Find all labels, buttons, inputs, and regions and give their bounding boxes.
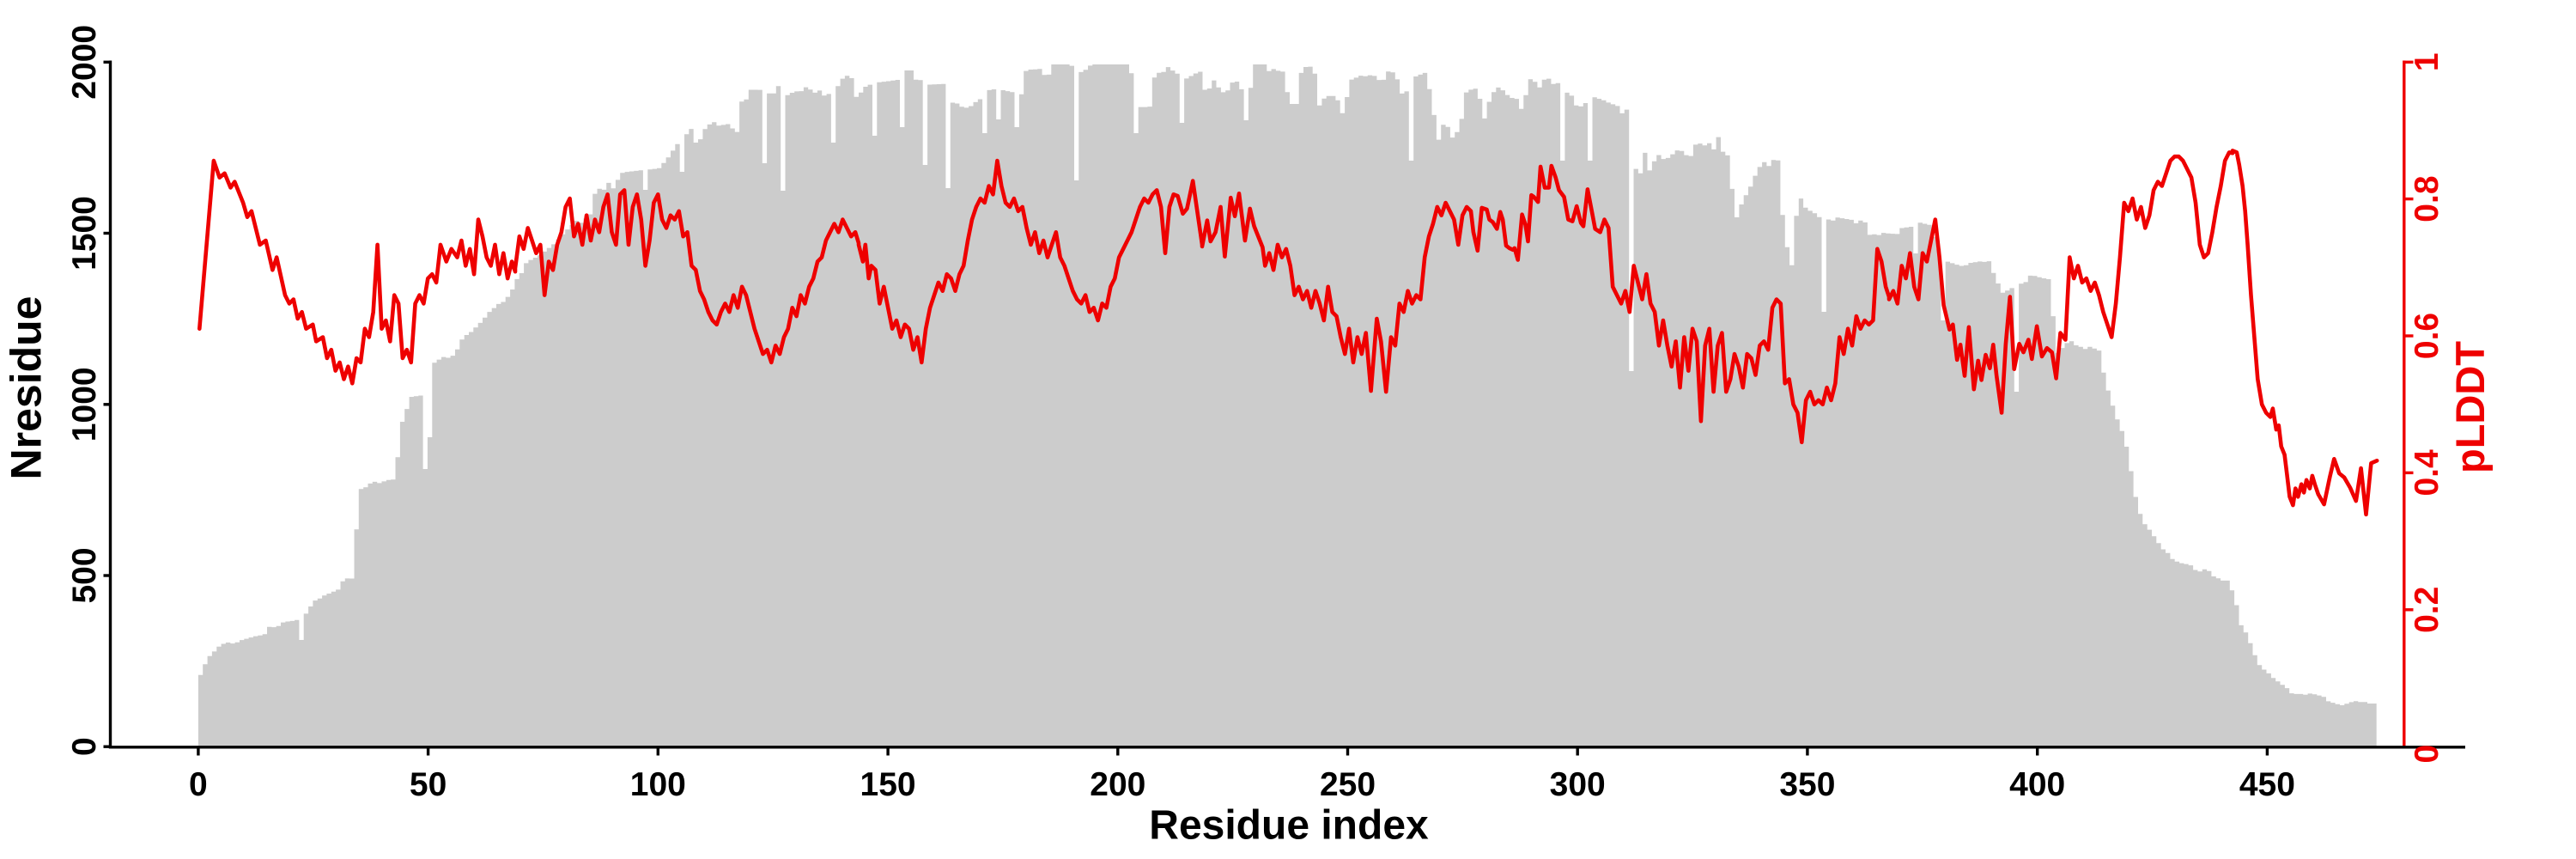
svg-text:350: 350 [1779, 766, 1835, 803]
svg-text:Residue index: Residue index [1149, 803, 1429, 849]
svg-text:0: 0 [66, 737, 103, 756]
svg-text:250: 250 [1320, 766, 1376, 803]
svg-text:100: 100 [630, 766, 686, 803]
svg-text:0.8: 0.8 [2409, 175, 2445, 222]
svg-text:2000: 2000 [66, 25, 103, 100]
svg-text:150: 150 [860, 766, 916, 803]
svg-text:300: 300 [1550, 766, 1606, 803]
svg-text:0: 0 [189, 766, 208, 803]
svg-text:1500: 1500 [66, 196, 103, 271]
svg-text:0.4: 0.4 [2409, 449, 2445, 497]
svg-text:500: 500 [66, 547, 103, 603]
svg-text:450: 450 [2239, 766, 2295, 803]
svg-text:0: 0 [2409, 745, 2445, 764]
svg-text:50: 50 [410, 766, 447, 803]
svg-text:0.6: 0.6 [2409, 313, 2445, 359]
svg-text:Nresidue: Nresidue [3, 296, 51, 480]
svg-text:400: 400 [2009, 766, 2065, 803]
svg-text:pLDDT: pLDDT [2447, 341, 2493, 473]
svg-text:1000: 1000 [66, 367, 103, 442]
svg-text:200: 200 [1090, 766, 1145, 803]
svg-text:1: 1 [2409, 52, 2445, 71]
svg-text:0.2: 0.2 [2409, 587, 2445, 633]
